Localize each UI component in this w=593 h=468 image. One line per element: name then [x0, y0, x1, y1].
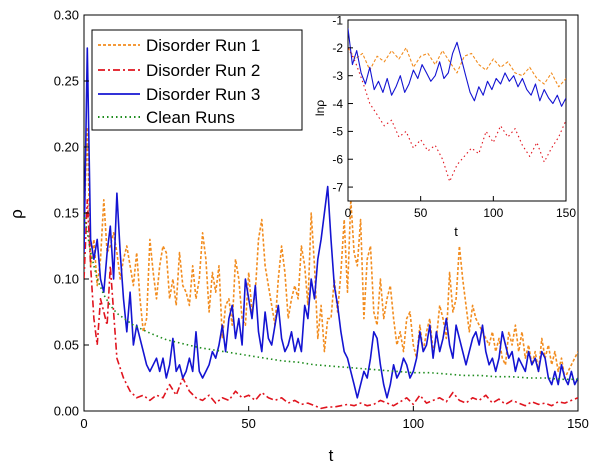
inset-x-axis-label: t [454, 224, 458, 239]
legend-label-disorder-run-1: Disorder Run 1 [146, 36, 260, 55]
main-x-tick-label: 150 [567, 416, 589, 431]
main-x-tick-label: 0 [80, 416, 87, 431]
inset-x-tick-label: 100 [483, 206, 503, 220]
legend-label-disorder-run-2: Disorder Run 2 [146, 61, 260, 80]
main-y-tick-label: 0.25 [54, 74, 79, 89]
main-x-tick-label: 50 [241, 416, 255, 431]
inset-chart: 0 50 100 150 -1 -2 -3 -4 -5 -6 -7 t lnρ [313, 13, 576, 239]
inset-series-1 [348, 47, 566, 88]
main-series-disorder-run-1 [84, 126, 578, 379]
main-y-axis-label: ρ [7, 209, 26, 219]
main-y-tick-label: 0.00 [54, 404, 79, 419]
inset-x-tick-label: 50 [414, 206, 428, 220]
inset-x-tick-label: 150 [556, 206, 576, 220]
main-y-tick-label: 0.05 [54, 338, 79, 353]
main-series-clean-runs [84, 212, 578, 381]
inset-series-2 [348, 47, 566, 183]
inset-background [348, 20, 566, 201]
main-x-tick-label: 100 [402, 416, 424, 431]
main-axes: 0 50 100 150 0.00 0.05 0.10 0.15 0.20 0.25 0.30 [54, 8, 589, 431]
inset-y-tick-label: -1 [332, 13, 343, 27]
inset-plot-frame [347, 19, 567, 202]
inset-y-tick-label: -6 [332, 153, 343, 167]
main-series-disorder-run-2 [84, 199, 578, 410]
main-y-tick-label: 0.15 [54, 206, 79, 221]
inset-y-axis-label: lnρ [313, 100, 327, 116]
legend-box [91, 29, 303, 131]
inset-y-tick-label: -2 [332, 41, 343, 55]
legend-label-clean-runs: Clean Runs [146, 108, 235, 127]
main-x-axis-label: t [329, 446, 334, 465]
legend: Disorder Run 1 Disorder Run 2 Disorder R… [91, 29, 303, 131]
inset-y-tick-label: -5 [332, 125, 343, 139]
main-y-tick-label: 0.10 [54, 272, 79, 287]
inset-series-group [348, 28, 566, 183]
main-series-disorder-run-3 [84, 47, 578, 399]
inset-axes: 0 50 100 150 -1 -2 -3 -4 -5 -6 -7 [332, 13, 576, 220]
inset-x-tick-label: 0 [345, 206, 352, 220]
inset-y-tick-label: -3 [332, 69, 343, 83]
main-series-group [84, 47, 578, 410]
inset-y-tick-label: -7 [332, 180, 343, 194]
main-y-tick-label: 0.30 [54, 8, 79, 23]
inset-y-tick-label: -4 [332, 97, 343, 111]
main-y-tick-label: 0.20 [54, 140, 79, 155]
inset-series-3 [348, 28, 566, 107]
legend-label-disorder-run-3: Disorder Run 3 [146, 85, 260, 104]
